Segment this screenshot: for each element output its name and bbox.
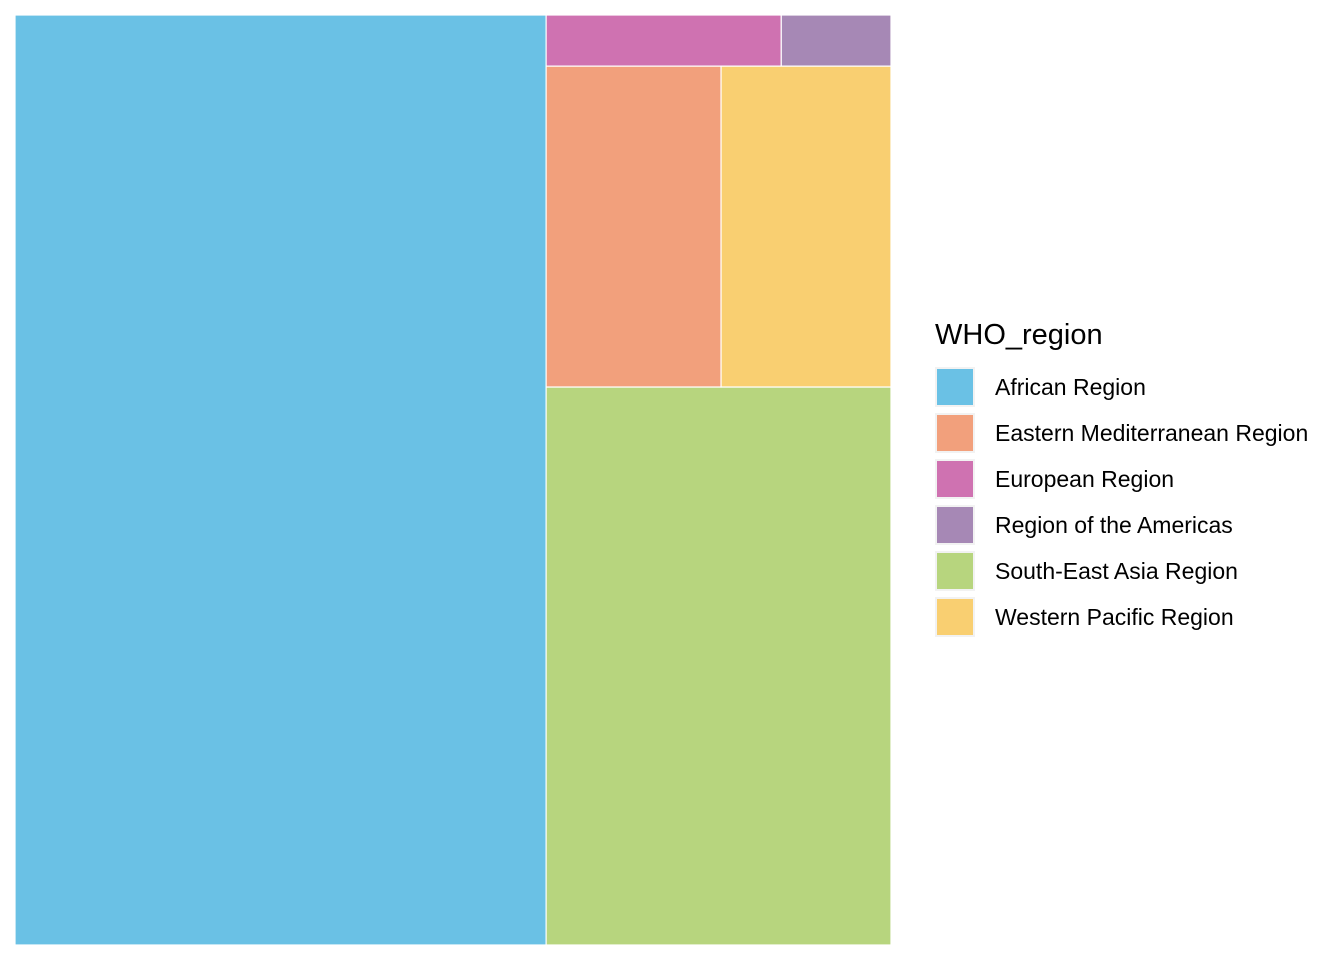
legend: WHO_region African Region Eastern Medite… bbox=[935, 318, 1335, 640]
tile-eastern-mediterranean-region bbox=[545, 65, 722, 388]
tile-south-east-asia-region bbox=[545, 386, 892, 946]
tile-african-region bbox=[14, 14, 547, 946]
legend-key-western-pacific-region bbox=[935, 597, 975, 637]
tile-european-region bbox=[545, 14, 782, 67]
legend-label-region-of-the-americas: Region of the Americas bbox=[995, 511, 1233, 538]
legend-key-european-region bbox=[935, 459, 975, 499]
legend-title: WHO_region bbox=[935, 319, 1103, 351]
legend-item-region-of-the-americas: Region of the Americas bbox=[935, 502, 1335, 548]
legend-item-western-pacific-region: Western Pacific Region bbox=[935, 594, 1335, 640]
legend-label-african-region: African Region bbox=[995, 373, 1146, 400]
legend-item-european-region: European Region bbox=[935, 456, 1335, 502]
legend-label-south-east-asia-region: South-East Asia Region bbox=[995, 557, 1238, 584]
legend-item-african-region: African Region bbox=[935, 364, 1335, 410]
legend-label-eastern-mediterranean-region: Eastern Mediterranean Region bbox=[995, 419, 1309, 446]
tile-region-of-the-americas bbox=[780, 14, 892, 67]
legend-key-region-of-the-americas bbox=[935, 505, 975, 545]
legend-key-african-region bbox=[935, 367, 975, 407]
legend-key-eastern-mediterranean-region bbox=[935, 413, 975, 453]
legend-key-south-east-asia-region bbox=[935, 551, 975, 591]
legend-item-south-east-asia-region: South-East Asia Region bbox=[935, 548, 1335, 594]
tile-western-pacific-region bbox=[720, 65, 892, 388]
legend-item-eastern-mediterranean-region: Eastern Mediterranean Region bbox=[935, 410, 1335, 456]
legend-label-western-pacific-region: Western Pacific Region bbox=[995, 603, 1234, 630]
legend-label-european-region: European Region bbox=[995, 465, 1175, 492]
